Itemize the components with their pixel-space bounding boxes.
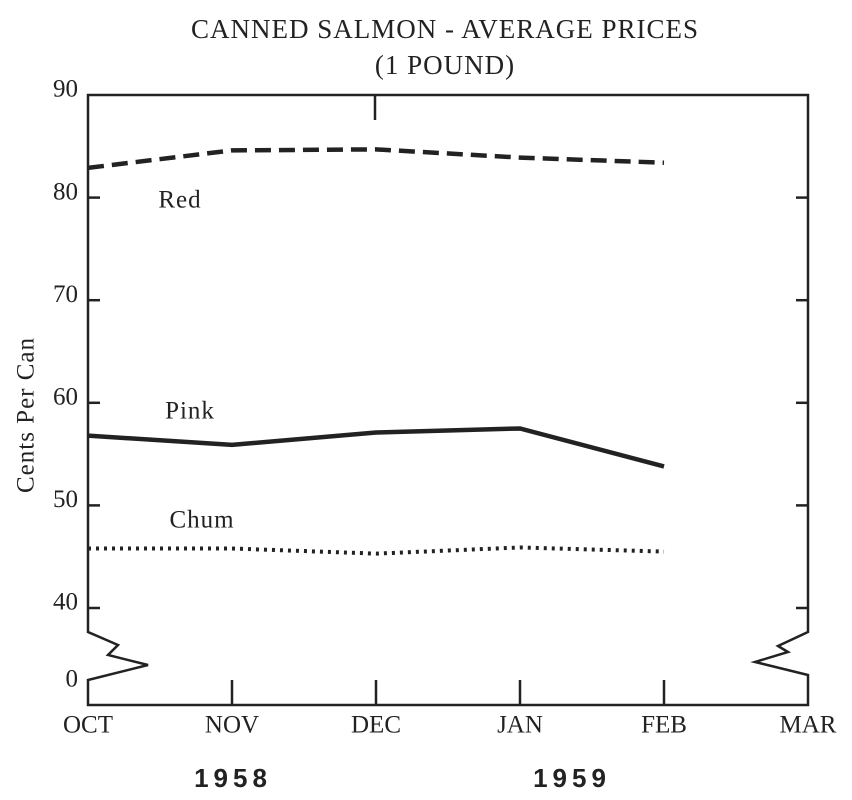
y-tick-label: 90 xyxy=(53,76,78,103)
x-tick-label: NOV xyxy=(205,712,259,739)
y-tick-label: 60 xyxy=(53,384,78,411)
series-line xyxy=(88,545,665,556)
x-tick-label: JAN xyxy=(497,712,543,739)
series-label: Pink xyxy=(165,398,215,425)
y-tick-label: 50 xyxy=(53,486,78,513)
series-line xyxy=(87,426,665,469)
x-tick-label: DEC xyxy=(351,712,401,739)
series-label: Red xyxy=(158,187,201,214)
series-label: Chum xyxy=(169,507,234,534)
y-tick-label: 80 xyxy=(53,178,78,205)
plot-frame xyxy=(86,93,810,707)
chart-subtitle: (1 POUND) xyxy=(375,50,515,80)
x-tick-label: FEB xyxy=(641,712,687,739)
x-tick-label: OCT xyxy=(63,712,113,739)
year-label: 1959 xyxy=(533,763,611,793)
series-line xyxy=(87,147,665,171)
x-tick-label: MAR xyxy=(780,712,837,739)
y-axis-label: Cents Per Can xyxy=(13,337,40,493)
y-tick-label: 40 xyxy=(53,589,78,616)
y-tick-label: 70 xyxy=(53,281,78,308)
y-tick-label: 0 xyxy=(66,666,79,693)
chart-title: CANNED SALMON - AVERAGE PRICES xyxy=(191,14,699,44)
year-label: 1958 xyxy=(194,763,272,793)
